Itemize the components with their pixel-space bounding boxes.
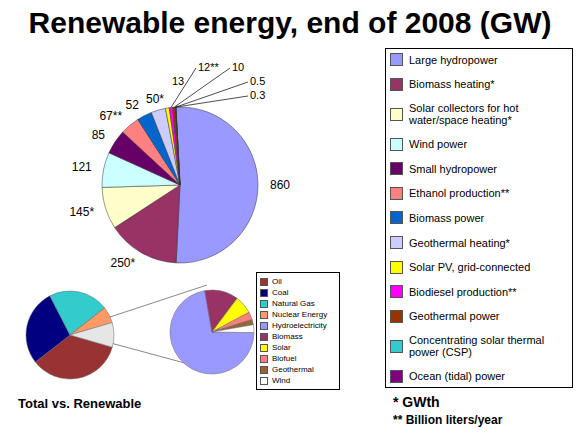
html-text:Geothermal: Geothermal xyxy=(272,365,314,374)
svg-text:85: 85 xyxy=(92,128,106,142)
html-text:Hydroelectricity: Hydroelectricity xyxy=(272,321,327,330)
html-text:* GWth: * GWth xyxy=(393,394,440,410)
svg-text:860: 860 xyxy=(270,178,290,192)
html-text:Biomass power: Biomass power xyxy=(409,212,485,224)
html-text:Geothermal heating*: Geothermal heating* xyxy=(409,236,510,249)
html-text:Biomass heating*: Biomass heating* xyxy=(409,78,495,91)
svg-text:67**: 67** xyxy=(99,109,122,123)
svg-text:0.3: 0.3 xyxy=(250,89,265,101)
svg-text:50*: 50* xyxy=(146,92,164,106)
html-text:Geothermal power: Geothermal power xyxy=(409,310,500,323)
html-text:Coal: Coal xyxy=(272,288,289,297)
html-text:Solar PV, grid-connected: Solar PV, grid-connected xyxy=(409,261,531,274)
html-text:** Billion liters/year: ** Billion liters/year xyxy=(393,413,503,427)
svg-text:12**: 12** xyxy=(198,61,220,73)
html-text:Large hydropower: Large hydropower xyxy=(409,53,498,66)
html-text:Ocean (tidal) power: Ocean (tidal) power xyxy=(409,370,505,383)
html-text:Small hydropower: Small hydropower xyxy=(409,162,497,175)
html-text:Biodiesel production**: Biodiesel production** xyxy=(409,285,517,298)
svg-text:121: 121 xyxy=(72,160,92,174)
html-text:Wind power: Wind power xyxy=(409,138,468,151)
html-text:Renewable energy, end of 2008: Renewable energy, end of 2008 (GW) xyxy=(28,6,552,39)
svg-text:0.5: 0.5 xyxy=(250,75,265,87)
svg-text:13: 13 xyxy=(172,75,184,87)
svg-text:10: 10 xyxy=(232,61,244,73)
html-text:Solar collectors for hot water: Solar collectors for hot water/space hea… xyxy=(409,102,519,127)
html-text:Natural Gas: Natural Gas xyxy=(272,299,315,308)
html-text:Ethanol production**: Ethanol production** xyxy=(409,187,510,200)
html-text:Total vs. Renewable: Total vs. Renewable xyxy=(18,396,142,411)
html-text:Wind: Wind xyxy=(272,376,291,385)
html-text:Solar: Solar xyxy=(272,343,291,352)
html-text:Oil: Oil xyxy=(272,277,282,286)
html-text:Nuclear Energy: Nuclear Energy xyxy=(272,310,328,319)
html-text:Biomass: Biomass xyxy=(272,332,303,341)
html-text:Concentrating solar thermal po: Concentrating solar thermal power (CSP) xyxy=(409,334,545,359)
svg-text:52: 52 xyxy=(126,98,140,112)
svg-text:250*: 250* xyxy=(110,256,135,270)
html-text:Biofuel: Biofuel xyxy=(272,354,297,363)
svg-text:145*: 145* xyxy=(69,205,94,219)
